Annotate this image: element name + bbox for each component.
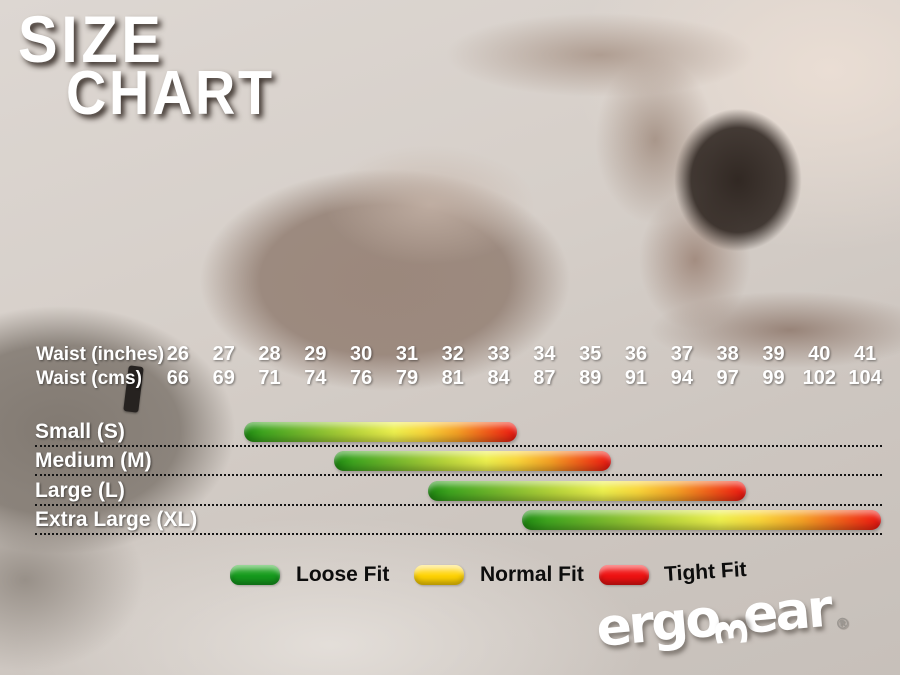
waist-cms-value: 66 (166, 367, 190, 389)
waist-inches-value: 27 (212, 343, 235, 365)
waist-inches-value: 31 (395, 343, 419, 365)
waist-inches-value: 29 (304, 343, 327, 365)
size-fit-bar (521, 510, 882, 530)
waist-cms-value: 79 (395, 367, 419, 389)
size-row-medium-m: Medium (M) (0, 447, 900, 476)
waist-inches-values: 26 27 28 29 30 31 32 33 34 35 36 37 38 39 40 41 (155, 343, 888, 366)
omega-w-glyph: 3 (706, 615, 758, 649)
dotted-separator (35, 533, 882, 535)
page-title: SIZE CHART (18, 2, 298, 128)
waist-cms-values: 66 69 71 74 76 79 81 84 87 89 91 94 97 99 102 104 (155, 367, 888, 390)
waist-cms-value: 104 (848, 367, 882, 389)
waist-cms-value: 69 (212, 367, 235, 389)
waist-inches-row: Waist (inches) 26 27 28 29 30 31 32 33 34 35 36 37 3… (0, 343, 900, 365)
waist-cms-value: 94 (670, 367, 693, 389)
waist-inches-value: 36 (624, 343, 648, 365)
waist-cms-value: 99 (762, 367, 785, 389)
dotted-separator (35, 503, 882, 506)
title-line-2: CHART (66, 58, 275, 128)
dotted-separator (35, 445, 882, 447)
waist-inches-value: 32 (441, 343, 464, 365)
legend-swatch-icon (230, 565, 280, 585)
waist-inches-value: 34 (533, 343, 556, 365)
waist-cms-value: 84 (487, 367, 510, 389)
size-label: Large (L) (35, 478, 125, 502)
size-label: Small (S) (35, 420, 125, 443)
waist-cms-value: 87 (533, 367, 556, 389)
size-label: Medium (M) (35, 449, 152, 472)
legend-swatch-icon (599, 565, 649, 585)
waist-cms-value: 97 (716, 367, 739, 389)
waist-inches-label: Waist (inches) (36, 344, 165, 365)
waist-cms-value: 71 (258, 367, 281, 389)
size-fit-bar (427, 480, 746, 501)
registered-trademark-icon: ® (834, 613, 851, 634)
legend-label: Tight Fit (663, 558, 748, 587)
brand-text-ergo: ergo (593, 588, 721, 659)
waist-inches-value: 28 (258, 343, 281, 365)
waist-cms-row: Waist (cms) 66 69 71 74 76 79 81 84 87 89 91 94 97 99… (0, 367, 900, 389)
waist-inches-value: 41 (853, 343, 877, 365)
waist-inches-value: 35 (579, 343, 602, 365)
size-row-large-l: Large (L) (0, 477, 900, 506)
waist-inches-value: 33 (487, 343, 510, 365)
size-label: Extra Large (XL) (35, 508, 198, 531)
waist-inches-value: 39 (762, 343, 785, 365)
legend-label: Loose Fit (296, 563, 390, 586)
waist-cms-value: 81 (441, 367, 464, 389)
size-fit-bar (244, 422, 517, 442)
waist-cms-label: Waist (cms) (36, 368, 142, 389)
waist-inches-value: 26 (166, 343, 190, 365)
waist-cms-value: 74 (304, 367, 327, 389)
title-line-1: SIZE (18, 2, 165, 76)
size-row-small-s: Small (S) (0, 418, 900, 447)
waist-cms-value: 91 (624, 367, 648, 389)
legend-label: Normal Fit (480, 563, 584, 586)
waist-cms-value: 89 (579, 367, 602, 389)
legend-swatch-icon (414, 565, 464, 585)
dotted-separator (35, 474, 882, 476)
waist-cms-value: 76 (350, 367, 373, 389)
waist-inches-value: 40 (808, 343, 831, 365)
waist-inches-value: 38 (716, 343, 739, 365)
waist-inches-value: 37 (670, 343, 693, 365)
waist-cms-value: 102 (802, 367, 836, 389)
size-fit-bar (333, 451, 611, 471)
size-row-extra-large-xl: Extra Large (XL) (0, 506, 900, 535)
waist-inches-value: 30 (350, 343, 373, 365)
